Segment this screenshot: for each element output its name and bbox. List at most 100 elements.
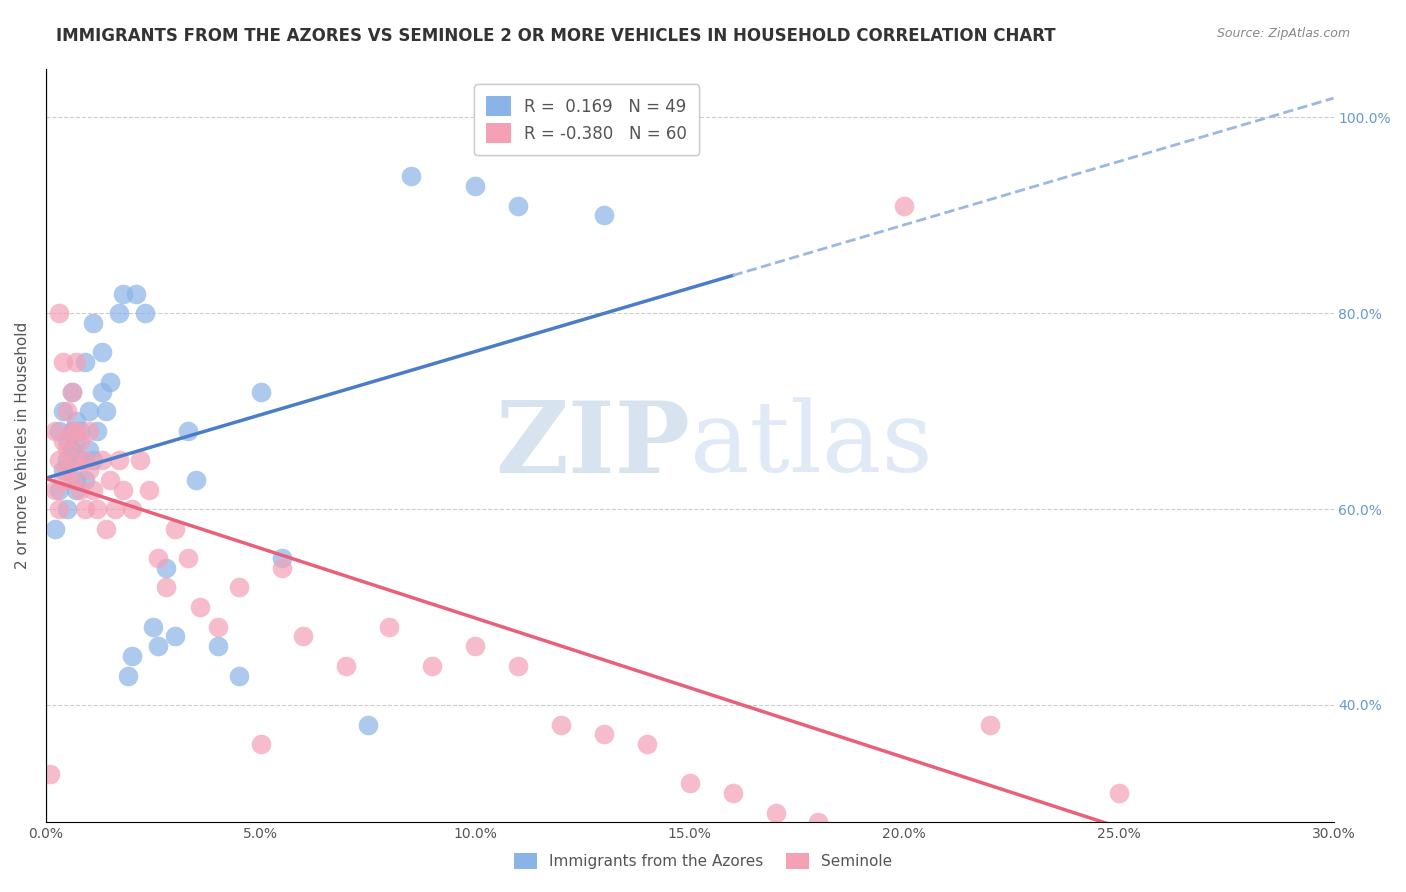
Point	[335, 658, 357, 673]
Point	[636, 737, 658, 751]
Point	[65, 355, 87, 369]
Point	[77, 404, 100, 418]
Point	[176, 424, 198, 438]
Point	[86, 424, 108, 438]
Point	[94, 404, 117, 418]
Point	[249, 737, 271, 751]
Point	[48, 424, 70, 438]
Point	[56, 443, 79, 458]
Point	[82, 483, 104, 497]
Point	[90, 453, 112, 467]
Point	[65, 483, 87, 497]
Point	[48, 306, 70, 320]
Point	[163, 629, 186, 643]
Point	[82, 316, 104, 330]
Point	[73, 355, 96, 369]
Text: Source: ZipAtlas.com: Source: ZipAtlas.com	[1216, 27, 1350, 40]
Point	[134, 306, 156, 320]
Point	[979, 717, 1001, 731]
Point	[1108, 786, 1130, 800]
Point	[207, 639, 229, 653]
Point	[399, 169, 422, 184]
Point	[357, 717, 380, 731]
Point	[56, 463, 79, 477]
Point	[65, 434, 87, 448]
Point	[112, 483, 135, 497]
Point	[69, 434, 91, 448]
Point	[464, 179, 486, 194]
Point	[77, 463, 100, 477]
Point	[48, 502, 70, 516]
Point	[65, 453, 87, 467]
Point	[271, 561, 294, 575]
Point	[65, 414, 87, 428]
Point	[86, 502, 108, 516]
Point	[228, 668, 250, 682]
Point	[52, 355, 75, 369]
Point	[60, 384, 83, 399]
Point	[60, 384, 83, 399]
Point	[90, 345, 112, 359]
Point	[52, 473, 75, 487]
Point	[60, 424, 83, 438]
Point	[464, 639, 486, 653]
Point	[52, 463, 75, 477]
Point	[112, 286, 135, 301]
Text: atlas: atlas	[690, 398, 932, 493]
Point	[186, 473, 208, 487]
Point	[69, 453, 91, 467]
Point	[249, 384, 271, 399]
Point	[77, 424, 100, 438]
Point	[163, 522, 186, 536]
Point	[73, 473, 96, 487]
Point	[550, 717, 572, 731]
Point	[271, 551, 294, 566]
Point	[108, 453, 131, 467]
Point	[60, 473, 83, 487]
Point	[190, 600, 212, 615]
Point	[56, 502, 79, 516]
Point	[69, 483, 91, 497]
Point	[108, 306, 131, 320]
Point	[593, 208, 616, 222]
Point	[117, 668, 139, 682]
Point	[142, 620, 165, 634]
Legend: Immigrants from the Azores, Seminole: Immigrants from the Azores, Seminole	[508, 847, 898, 875]
Point	[506, 198, 529, 212]
Point	[65, 424, 87, 438]
Point	[56, 434, 79, 448]
Point	[121, 648, 143, 663]
Point	[77, 443, 100, 458]
Point	[52, 404, 75, 418]
Y-axis label: 2 or more Vehicles in Household: 2 or more Vehicles in Household	[15, 322, 30, 569]
Point	[56, 404, 79, 418]
Point	[207, 620, 229, 634]
Point	[104, 502, 127, 516]
Point	[56, 453, 79, 467]
Point	[420, 658, 443, 673]
Point	[48, 483, 70, 497]
Point	[593, 727, 616, 741]
Point	[146, 551, 169, 566]
Point	[807, 815, 830, 830]
Point	[44, 483, 66, 497]
Point	[82, 453, 104, 467]
Text: ZIP: ZIP	[495, 397, 690, 494]
Point	[39, 766, 62, 780]
Point	[125, 286, 148, 301]
Point	[73, 502, 96, 516]
Point	[378, 620, 401, 634]
Point	[60, 443, 83, 458]
Point	[292, 629, 315, 643]
Point	[60, 424, 83, 438]
Point	[94, 522, 117, 536]
Point	[52, 434, 75, 448]
Point	[506, 658, 529, 673]
Point	[138, 483, 160, 497]
Point	[65, 473, 87, 487]
Point	[765, 805, 787, 820]
Point	[228, 581, 250, 595]
Point	[146, 639, 169, 653]
Legend: R =  0.169   N = 49, R = -0.380   N = 60: R = 0.169 N = 49, R = -0.380 N = 60	[474, 85, 699, 155]
Text: IMMIGRANTS FROM THE AZORES VS SEMINOLE 2 OR MORE VEHICLES IN HOUSEHOLD CORRELATI: IMMIGRANTS FROM THE AZORES VS SEMINOLE 2…	[56, 27, 1056, 45]
